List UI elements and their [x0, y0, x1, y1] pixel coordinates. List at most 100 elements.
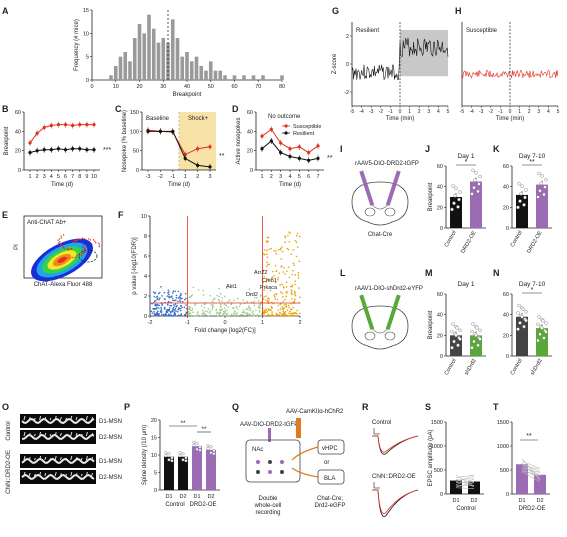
neuron — [280, 460, 284, 464]
data-point — [212, 449, 216, 453]
paired-line — [455, 474, 475, 487]
gene-point — [295, 315, 297, 317]
gene-point — [253, 315, 256, 317]
y-tick-label: 8 — [144, 234, 147, 240]
x-tick-label: 2 — [298, 320, 301, 326]
gene-point — [209, 312, 212, 315]
data-point — [269, 127, 273, 131]
gene-point — [273, 295, 276, 298]
spine — [28, 456, 31, 461]
data-point — [544, 321, 548, 325]
gene-point — [171, 310, 174, 313]
spine — [44, 456, 47, 461]
data-point — [524, 318, 528, 323]
gene-point — [158, 312, 160, 315]
gene-point — [278, 272, 281, 274]
recording-label: Double — [258, 496, 278, 502]
gene-point — [241, 314, 244, 316]
gene-point — [246, 300, 249, 303]
recording-label: whole-cell — [254, 503, 282, 509]
gene-point — [253, 304, 256, 307]
gene-point — [172, 292, 174, 294]
scatter-point — [81, 237, 84, 240]
y-tick-label: 10 — [151, 453, 157, 459]
gene-point — [267, 278, 270, 280]
gene-point — [170, 310, 172, 313]
spine — [70, 471, 73, 477]
y-tick-label: -2 — [344, 90, 349, 96]
data-point — [297, 156, 301, 160]
gene-point — [194, 303, 197, 305]
gene-point — [276, 278, 279, 281]
gene-point — [284, 273, 286, 275]
gene-point — [192, 286, 195, 289]
gene-point — [218, 295, 221, 298]
gene-point — [267, 297, 269, 299]
y-tick-label: 20 — [15, 149, 21, 155]
mouse-line-label: Drd2-eGFP — [315, 503, 346, 509]
bar — [468, 481, 480, 494]
gene-point — [174, 307, 177, 310]
data-point — [536, 195, 540, 199]
gene-point — [290, 308, 292, 310]
epsc-trace-red — [372, 435, 419, 453]
gene-point — [255, 309, 257, 312]
virus-label: rAAV1-DIO-shDrd2-eYFP — [355, 286, 423, 292]
density-contour — [57, 256, 67, 264]
gene-point — [149, 310, 152, 313]
gene-point — [293, 290, 296, 293]
x-tick-label: 0 — [399, 109, 402, 115]
gene-point — [292, 301, 295, 303]
gene-point — [296, 232, 299, 235]
gene-point — [292, 306, 295, 309]
data-point — [451, 184, 455, 188]
scatter-point — [98, 245, 101, 248]
paired-line — [455, 482, 475, 488]
panel-title: Day 7-10 — [519, 153, 546, 160]
gene-label: Creb1 — [262, 278, 277, 284]
x-tick-label: 10 — [113, 84, 119, 90]
gene-point — [176, 304, 178, 307]
gene-point — [262, 298, 265, 300]
spine — [54, 415, 57, 421]
series-line — [148, 130, 211, 168]
y-tick-label: 0 — [506, 354, 509, 360]
injection-cannula — [359, 170, 375, 206]
neuron — [256, 460, 260, 464]
gene-point — [173, 311, 175, 313]
data-point — [477, 182, 481, 186]
gene-point — [211, 307, 214, 309]
gene-point — [297, 276, 300, 279]
y-tick-label: 40 — [503, 185, 509, 191]
data-point — [158, 129, 162, 133]
condition-label: DRD2-OE — [189, 502, 216, 508]
spine — [85, 431, 88, 437]
x-tick-label: 60 — [231, 84, 237, 90]
gene-point — [170, 304, 173, 307]
gene-point — [169, 304, 171, 307]
bar — [450, 197, 462, 228]
gene-point — [290, 292, 293, 295]
scatter-point — [83, 248, 85, 250]
gene-point — [264, 315, 266, 317]
gene-point — [197, 289, 200, 291]
x-tick-label: 4 — [547, 109, 550, 115]
data-point — [471, 168, 475, 173]
gene-point — [256, 313, 259, 316]
data-point — [451, 322, 455, 326]
x-tick-label: -2 — [489, 109, 494, 115]
data-point — [192, 443, 196, 447]
gene-point — [259, 303, 262, 305]
data-point — [297, 145, 301, 149]
gene-point — [236, 297, 239, 300]
gene-point — [288, 306, 290, 309]
y-tick-label: 1000 — [497, 444, 509, 450]
data-point — [516, 311, 520, 315]
data-point — [181, 452, 185, 456]
gene-point — [164, 313, 167, 316]
spine — [75, 416, 78, 421]
gene-point — [173, 305, 176, 307]
gene-point — [249, 308, 252, 310]
panel-letter: J — [425, 144, 430, 154]
x-axis-label: Time (min) — [386, 116, 414, 122]
